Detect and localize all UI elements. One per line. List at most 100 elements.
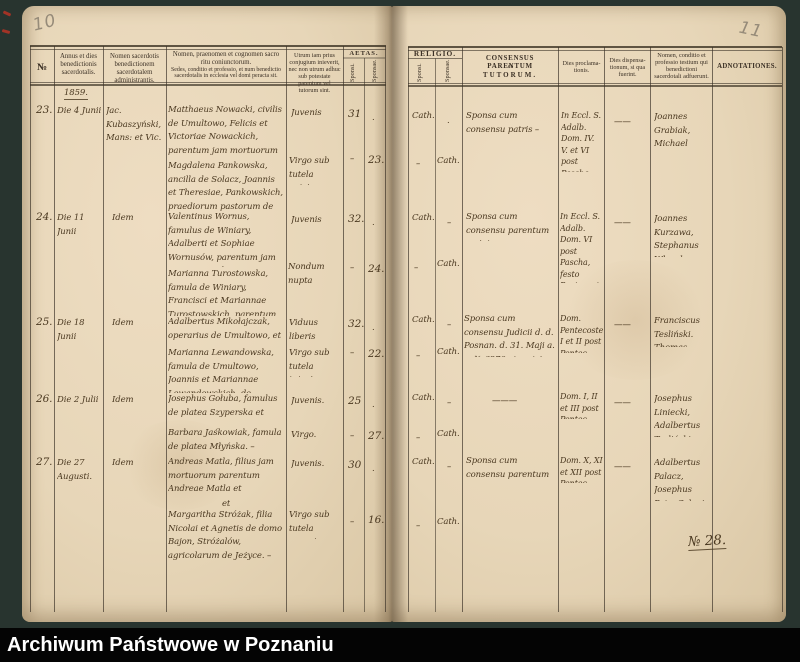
- entry-27-bride-age: 16.: [368, 514, 385, 526]
- entry-25-bride-age: 22.: [368, 348, 385, 360]
- entry-27-number: 27.: [36, 456, 53, 468]
- entry-26-religio-groom: Cath.: [412, 393, 435, 403]
- entry-24-consensus: Sponsa cum consensu parentum scripto. –: [466, 212, 550, 241]
- paper-stain: [560, 260, 710, 380]
- entry-26-groom-age-mark: .: [372, 400, 375, 410]
- header-proclamationis: Dies proclama- tionis.: [562, 60, 601, 74]
- entry-27-et: et: [222, 499, 231, 509]
- entry-27-date: Die 27 Augusti.: [57, 458, 92, 482]
- header-religio-sponsae: Sponsae.: [444, 59, 451, 82]
- entry-25-groom-name: Adalbertus Mikołajczak, operarius de Umu…: [168, 317, 281, 341]
- entry-23-number: 23.: [36, 104, 53, 116]
- header-coniuncti-sub: Sedes, conditio et professio, et num ben…: [171, 67, 281, 80]
- entry-24-testes: Joannes Kurzawa, Stephanus Włocek, music…: [654, 214, 699, 257]
- entry-23-religio-bride: Cath.: [437, 156, 460, 166]
- entry-24-bride-age: 24.: [368, 263, 385, 275]
- entry-24-religio-bride: Cath.: [437, 259, 460, 269]
- entry-23-bride-status: Virgo sub tutela patris.: [289, 156, 330, 185]
- entry-year-text: 1859.: [64, 88, 88, 100]
- entry-23-priest: Jac. Kubaszyński, Mans: et Vic.: [106, 106, 162, 143]
- header-utrum: Utrum iam prius conjugium inieverit, nec…: [288, 52, 341, 94]
- entry-23-religio-groom-mark: .: [447, 116, 450, 126]
- header-aetas-sponsae: Sponsae.: [371, 59, 378, 82]
- left-page: [22, 6, 392, 622]
- entry-25-religio-bride-mark: –: [416, 351, 421, 361]
- entry-24-religio-groom: Cath.: [412, 213, 435, 223]
- entry-25-groom-age-mark: .: [372, 323, 375, 333]
- entry-24-religio-bride-mark: –: [414, 263, 419, 273]
- header-coniuncti-title: Nomen, praenomen et cognomen sacro ritu …: [172, 51, 280, 66]
- entry-25-religio-groom-mark: –: [447, 320, 452, 330]
- header-no: №: [36, 62, 48, 73]
- entry-25-proclamatio: Dom. Pentecostes I et II post Pentec.: [560, 314, 603, 353]
- entry-27-proclamatio: Dom. X, XI et XII post Pentec.: [560, 456, 603, 483]
- header-aetas-sponsi: Sponsi.: [349, 63, 356, 82]
- entry-25-groom-status: Viduus liberis orbus.: [289, 318, 318, 342]
- entry-26-religio-bride: Cath.: [437, 429, 460, 439]
- entry-25-bride-name: Marianna Lewandowska, famula de Umultowo…: [168, 348, 274, 393]
- header-religio: RELIGIO.: [413, 49, 457, 58]
- entry-25-consensus: Sponsa cum consensu Judicii d. d. Posnan…: [464, 314, 555, 357]
- entry-26-dispensatio: ——: [614, 398, 631, 408]
- entry-24-dispensatio: ——: [614, 218, 631, 228]
- entry-27-bride-name: Margaritha Stróżak, filia Nicolai et Agn…: [168, 510, 282, 561]
- entry-24-number: 24.: [36, 211, 53, 223]
- entry-27-religio-groom: Cath.: [412, 457, 435, 467]
- entry-25-religio-bride: Cath.: [437, 347, 460, 357]
- entry-23-religio-bride-mark: –: [416, 159, 421, 169]
- entry-27-consensus: Sponsa cum consensu parentum: [466, 456, 550, 480]
- entry-26-religio-groom-mark: –: [447, 398, 452, 408]
- next-entry-number: № 28.: [687, 534, 727, 551]
- entry-27-priest: Idem: [112, 458, 134, 468]
- entry-23-religio-groom: Cath.: [412, 111, 435, 121]
- header-annus: Annus et dies benedictionis sacerdotalis…: [59, 53, 97, 76]
- header-adnotationes: ADNOTATIONES.: [717, 63, 777, 70]
- header-dispensationum: Dies dispensa- tionum, si qua fuerint.: [609, 57, 646, 78]
- entry-25-bride-age-mark: –: [350, 348, 355, 358]
- entry-26-groom-age: 25: [348, 395, 362, 407]
- header-aetas: AETAS.: [349, 50, 379, 57]
- entry-26-groom-name: Josephus Gołuba, famulus de platea Szype…: [168, 394, 278, 418]
- paper-stain: [120, 420, 240, 510]
- entry-23-consensus: Sponsa cum consensu patris –: [466, 111, 540, 135]
- right-page: [392, 6, 786, 622]
- entry-24-groom-name: Valentinus Wornus, famulus de Winiary, A…: [168, 212, 276, 267]
- entry-25-dispensatio: ——: [614, 320, 631, 330]
- entry-26-priest: Idem: [112, 395, 134, 405]
- entry-27-religio-bride: Cath.: [437, 517, 460, 527]
- entry-26-consensus: ———: [492, 396, 518, 406]
- entry-27-groom-name: Andreas Matla, filius jam mortuorum pare…: [168, 457, 274, 498]
- entry-23-date: Die 4 Junii: [57, 106, 102, 116]
- entry-24-proclamatio: In Eccl. S. Adalb. Dom. VI post Pascha, …: [560, 212, 600, 283]
- entry-23-bride-age: 23.: [368, 154, 385, 166]
- entry-25-testes: Franciscus Tesliński. Thomas Nagórski. –: [654, 316, 700, 347]
- entry-27-bride-status: Virgo sub tutela parentum. –: [289, 510, 340, 539]
- entry-27-groom-status: Juvenis.: [291, 459, 325, 469]
- entry-24-bride-status: Nondum nupta: [288, 262, 325, 286]
- entry-26-bride-age-mark: –: [350, 431, 355, 441]
- entry-25-priest: Idem: [112, 318, 134, 328]
- entry-25-groom-age: 32.: [348, 318, 365, 330]
- entry-25-bride-status: Virgo sub tutela tutoris. –: [289, 348, 330, 377]
- header-religio-sponsi: Sponsi.: [416, 63, 423, 82]
- entry-27-dispensatio: ——: [614, 462, 631, 472]
- entry-26-bride-name: Barbara Jaśkowiak, famula de platea Młyń…: [168, 428, 282, 452]
- entry-24-groom-age-mark: .: [372, 218, 375, 228]
- entry-24-groom-status: Juvenis: [291, 215, 322, 225]
- entry-23-bride-age-mark: –: [350, 154, 355, 164]
- entry-23-proclamatio: In Eccl. S. Adalb. Dom. IV. V. et VI pos…: [561, 111, 601, 172]
- header-consensus-3: TUTORUM.: [482, 71, 538, 79]
- entry-26-bride-age: 27.: [368, 430, 385, 442]
- entry-year: 1859.: [64, 87, 88, 101]
- entry-23-groom-age-mark: .: [372, 113, 375, 123]
- header-consensus-1: CONSENSUS PARENTUM: [485, 54, 535, 70]
- entry-26-proclamatio: Dom. I, II et III post Pentec.: [560, 392, 599, 419]
- entry-25-date: Die 18 Junii: [57, 318, 85, 342]
- entry-27-religio-bride-mark: –: [416, 521, 421, 531]
- entry-27-groom-age: 30: [348, 459, 362, 471]
- entry-27-groom-age-mark: .: [372, 464, 375, 474]
- header-testium: Nomen, conditio et professio testium qui…: [654, 52, 709, 80]
- entry-26-religio-bride-mark: –: [416, 433, 421, 443]
- entry-27-testes: Adalbertus Palacz, Josephus Patz, Coloni…: [654, 458, 707, 501]
